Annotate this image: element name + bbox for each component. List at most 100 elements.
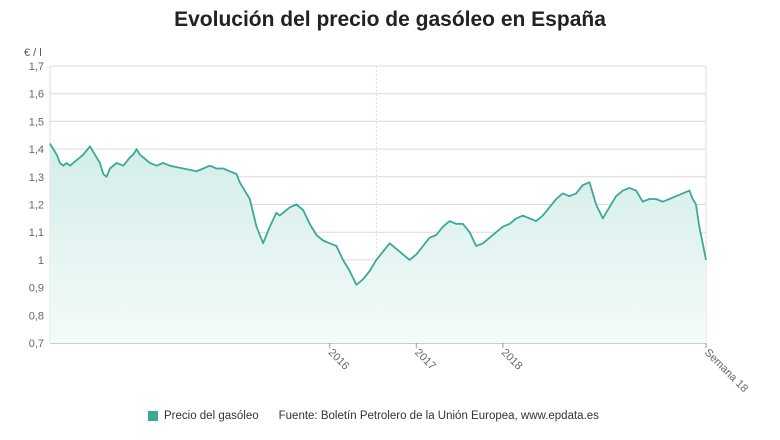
data-point (394, 247, 398, 251)
data-point (354, 283, 358, 287)
data-point (228, 169, 232, 173)
data-point (238, 180, 242, 184)
x-tick-label: 2017 (412, 347, 438, 373)
data-point (241, 186, 245, 190)
data-point (468, 230, 472, 234)
data-point (654, 197, 658, 201)
data-point (78, 155, 82, 159)
data-point (368, 269, 372, 273)
data-point (61, 164, 65, 168)
data-point (148, 161, 152, 165)
data-point (381, 250, 385, 254)
data-point (261, 241, 265, 245)
data-point (201, 166, 205, 170)
data-point (121, 164, 125, 168)
y-tick-label: 0,8 (29, 310, 44, 322)
data-point (494, 230, 498, 234)
data-point (601, 216, 605, 220)
data-point (328, 241, 332, 245)
y-tick-label: 1,1 (29, 227, 44, 239)
data-point (358, 280, 362, 284)
data-point (98, 161, 102, 165)
data-point (48, 142, 52, 146)
data-point (314, 233, 318, 237)
data-point (138, 153, 142, 157)
source-note: Fuente: Boletín Petrolero de la Unión Eu… (278, 410, 599, 422)
legend-swatch (148, 411, 158, 421)
data-point (481, 241, 485, 245)
y-tick-label: 1,5 (29, 116, 44, 128)
data-point (614, 194, 618, 198)
data-point (454, 222, 458, 226)
data-point (195, 169, 199, 173)
data-point (141, 155, 145, 159)
data-point (414, 252, 418, 256)
data-point (421, 244, 425, 248)
area-fill (50, 143, 706, 343)
data-point (697, 225, 701, 229)
data-point (701, 241, 705, 245)
data-point (274, 211, 278, 215)
data-point (627, 186, 631, 190)
data-point (521, 214, 525, 218)
data-point (101, 172, 105, 176)
data-point (341, 258, 345, 262)
data-point (594, 203, 598, 207)
data-point (647, 197, 651, 201)
y-tick-label: 0,9 (29, 283, 44, 295)
data-point (135, 147, 139, 151)
data-point (234, 172, 238, 176)
data-point (501, 225, 505, 229)
data-point (131, 153, 135, 157)
data-point (534, 219, 538, 223)
data-point (581, 183, 585, 187)
data-point (374, 258, 378, 262)
data-point (81, 153, 85, 157)
data-point (694, 203, 698, 207)
data-point (514, 216, 518, 220)
data-point (574, 191, 578, 195)
data-point (294, 203, 298, 207)
data-point (607, 205, 611, 209)
data-point (428, 236, 432, 240)
data-point (691, 197, 695, 201)
data-point (448, 219, 452, 223)
y-tick-label: 1 (38, 255, 44, 267)
data-point (128, 155, 132, 159)
data-line (49, 143, 707, 286)
data-point (308, 222, 312, 226)
data-point (704, 258, 708, 262)
data-point (361, 277, 365, 281)
x-tick-label: 2016 (326, 347, 352, 373)
data-point (587, 180, 591, 184)
y-tick-label: 1,3 (29, 172, 44, 184)
data-point (254, 225, 258, 229)
data-point (105, 175, 109, 179)
data-point (95, 155, 99, 159)
data-point (541, 214, 545, 218)
data-point (567, 194, 571, 198)
data-point (58, 161, 62, 165)
data-point (288, 205, 292, 209)
data-point (508, 222, 512, 226)
data-point (547, 205, 551, 209)
data-point (71, 161, 75, 165)
data-point (161, 161, 165, 165)
data-point (268, 225, 272, 229)
data-point (65, 161, 69, 165)
data-point (115, 161, 119, 165)
data-point (208, 164, 212, 168)
data-point (388, 241, 392, 245)
data-point (641, 200, 645, 204)
data-point (528, 216, 532, 220)
data-point (168, 164, 172, 168)
data-point (687, 189, 691, 193)
data-point (621, 189, 625, 193)
legend-label: Precio del gasóleo (164, 410, 259, 422)
data-point (667, 197, 671, 201)
y-tick-label: 1,4 (29, 144, 44, 156)
data-point (108, 166, 112, 170)
data-point (88, 144, 92, 148)
data-point (348, 269, 352, 273)
data-point (434, 233, 438, 237)
